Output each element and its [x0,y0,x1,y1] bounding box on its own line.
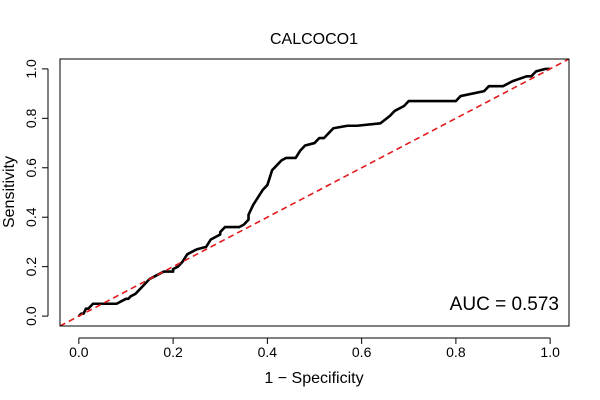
x-tick-label: 0.4 [258,344,278,360]
plot-frame [59,58,570,327]
x-axis-label: 1 − Specificity [264,370,363,387]
roc-curve-line [77,67,551,318]
y-tick-label: 0.0 [23,306,39,326]
y-tick-label: 0.2 [23,257,39,277]
y-tick-label: 0.6 [23,158,39,178]
chart-title: CALCOCO1 [270,31,358,48]
x-tick-label: 0.6 [352,344,372,360]
y-tick-label: 0.8 [23,108,39,128]
y-axis-label: Sensitivity [1,156,18,228]
x-tick-label: 0.2 [163,344,183,360]
plot-area: 0.0 0.2 0.4 0.6 0.8 1.0 0.0 0.2 0.4 0.6 0.8 1.0 [23,58,570,360]
x-tick-label: 1.0 [540,344,560,360]
y-tick-label: 1.0 [23,59,39,79]
x-tick-label: 0.8 [446,344,466,360]
auc-annotation: AUC = 0.573 [450,294,559,315]
y-tick-label: 0.4 [23,207,39,227]
reference-diagonal-line [60,59,569,326]
x-tick-label: 0.0 [69,344,89,360]
